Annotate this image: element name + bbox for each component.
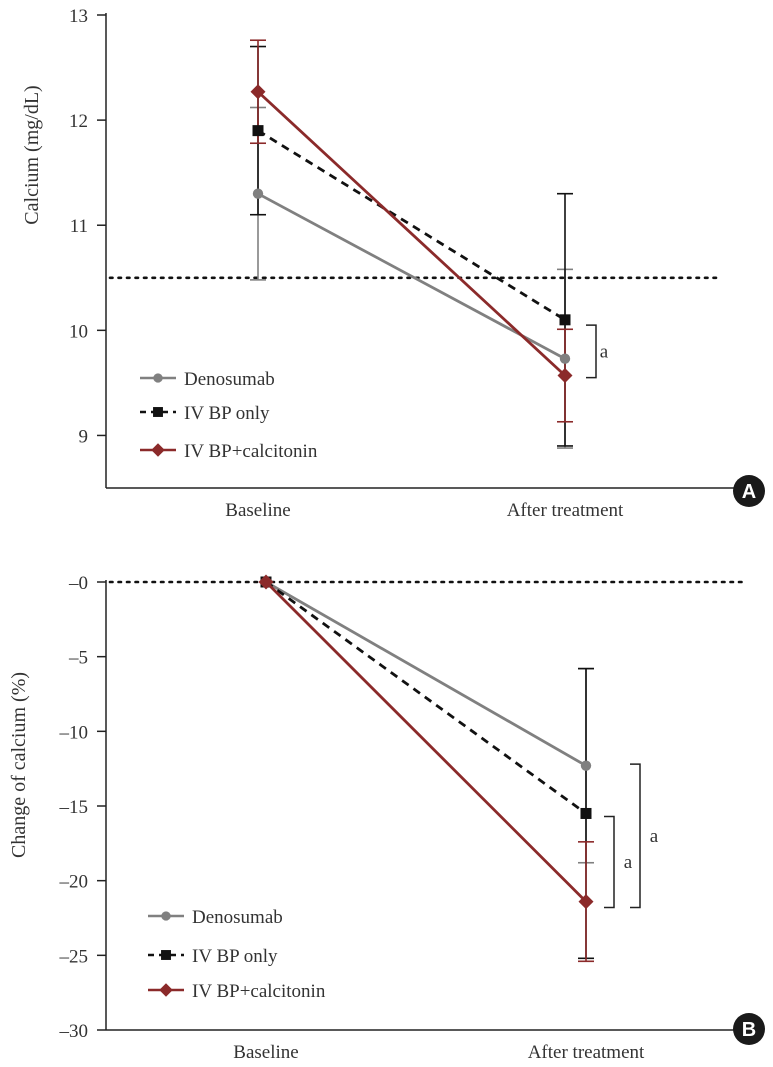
iv_bp_calcitonin-point <box>578 894 594 910</box>
iv_bp_only-series-line <box>257 129 566 322</box>
x-tick-label: After treatment <box>528 1042 645 1063</box>
legend-label: IV BP+calcitonin <box>184 441 318 462</box>
significance-label: a <box>600 341 609 362</box>
legend-label: IV BP only <box>184 403 270 424</box>
significance-label: a <box>650 826 659 847</box>
iv_bp_only-point <box>559 314 571 326</box>
y-tick-label: 11 <box>70 216 88 237</box>
legend-label: Denosumab <box>184 369 275 390</box>
y-tick-label: –30 <box>59 1021 89 1042</box>
denosumab-series-line <box>257 192 566 360</box>
x-tick-label: Baseline <box>225 500 290 521</box>
y-tick-label: –25 <box>59 946 89 967</box>
panel-a: 9 10 11 12 13 Baseline After treatment Calcium … <box>21 6 765 521</box>
y-tick-label: –5 <box>68 648 88 669</box>
x-tick-label: Baseline <box>233 1042 298 1063</box>
iv_bp_calcitonin-series-line <box>257 90 566 377</box>
iv_bp_calcitonin-point <box>250 84 266 100</box>
y-tick-label: 13 <box>69 6 88 27</box>
y-tick-label: –10 <box>59 722 89 743</box>
denosumab-point <box>252 188 264 199</box>
panel-badge-label: B <box>742 1019 756 1041</box>
y-tick-label: 10 <box>69 321 88 342</box>
legend-label: IV BP only <box>192 946 278 967</box>
iv_bp_only-series-line <box>265 580 587 815</box>
y-tick-label: 12 <box>69 111 88 132</box>
panel-b: –0 –5 –10 –15 –20 –25 –30 Baseline After treatme… <box>8 573 765 1063</box>
significance-bracket <box>604 815 615 909</box>
legend-label: IV BP+calcitonin <box>192 981 326 1002</box>
y-tick-label: –0 <box>68 573 88 594</box>
significance-bracket <box>630 763 641 909</box>
y-tick-label: 9 <box>79 426 89 447</box>
iv_bp_only-point <box>252 125 264 137</box>
panel-badge-label: A <box>742 481 756 503</box>
denosumab-point <box>559 353 571 364</box>
legend-marker <box>153 373 163 383</box>
iv_bp_calcitonin-point <box>557 368 573 384</box>
x-tick-label: After treatment <box>507 500 624 521</box>
panel-badge <box>733 475 765 507</box>
panel-badge <box>733 1013 765 1045</box>
legend-marker <box>159 983 173 997</box>
legend-marker <box>161 950 171 960</box>
legend-marker <box>161 911 171 921</box>
y-axis-label: Calcium (mg/dL) <box>21 85 43 224</box>
denosumab-series-line <box>265 580 587 767</box>
iv_bp_calcitonin-point <box>258 574 274 590</box>
significance-label: a <box>624 852 633 873</box>
iv_bp_only-point <box>580 807 592 819</box>
legend-label: Denosumab <box>192 907 283 928</box>
legend-marker <box>151 443 165 457</box>
denosumab-point <box>580 760 592 771</box>
y-tick-label: –20 <box>59 872 89 893</box>
iv_bp_calcitonin-series-line <box>265 581 587 903</box>
y-tick-label: –15 <box>59 797 89 818</box>
significance-bracket <box>586 324 597 379</box>
legend-marker <box>153 407 163 417</box>
y-axis-label: Change of calcium (%) <box>8 672 30 858</box>
